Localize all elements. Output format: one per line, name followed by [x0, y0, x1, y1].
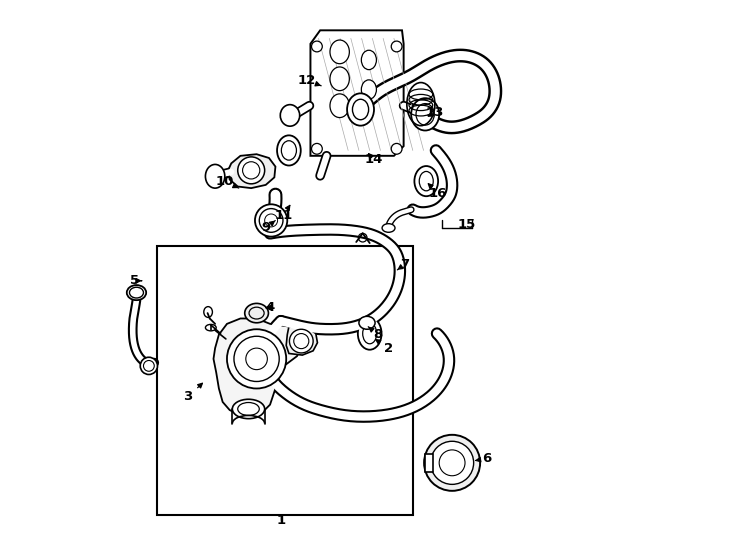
- Ellipse shape: [347, 93, 374, 126]
- Text: 5: 5: [130, 274, 142, 287]
- Ellipse shape: [359, 316, 375, 329]
- Ellipse shape: [391, 144, 402, 154]
- Text: 9: 9: [261, 220, 275, 234]
- Ellipse shape: [361, 80, 377, 99]
- Text: 13: 13: [426, 106, 444, 119]
- Polygon shape: [425, 454, 433, 472]
- Text: 15: 15: [457, 218, 476, 231]
- Polygon shape: [228, 154, 275, 188]
- Text: 12: 12: [297, 74, 321, 87]
- Bar: [157, 246, 413, 515]
- Ellipse shape: [280, 105, 299, 126]
- Ellipse shape: [431, 441, 473, 484]
- Ellipse shape: [330, 40, 349, 64]
- Ellipse shape: [424, 435, 480, 491]
- Ellipse shape: [127, 285, 146, 300]
- Ellipse shape: [255, 204, 287, 237]
- Ellipse shape: [244, 303, 269, 323]
- Polygon shape: [310, 30, 404, 156]
- Ellipse shape: [411, 98, 439, 131]
- Text: 11: 11: [275, 205, 293, 221]
- Ellipse shape: [311, 41, 322, 52]
- Ellipse shape: [277, 136, 301, 165]
- Text: 1: 1: [276, 514, 286, 527]
- Ellipse shape: [330, 94, 349, 118]
- Text: 7: 7: [397, 258, 410, 271]
- Polygon shape: [214, 319, 302, 415]
- Ellipse shape: [330, 67, 349, 91]
- Ellipse shape: [311, 144, 322, 154]
- Ellipse shape: [238, 157, 265, 184]
- Ellipse shape: [382, 224, 395, 232]
- Ellipse shape: [289, 329, 313, 353]
- Ellipse shape: [361, 50, 377, 70]
- Text: 6: 6: [476, 452, 491, 465]
- Text: 8: 8: [368, 327, 382, 341]
- Text: 16: 16: [428, 184, 447, 200]
- Text: 10: 10: [215, 174, 239, 188]
- Ellipse shape: [391, 41, 402, 52]
- Text: 3: 3: [184, 383, 203, 403]
- Ellipse shape: [227, 329, 286, 388]
- Ellipse shape: [206, 165, 225, 188]
- Text: 2: 2: [376, 340, 393, 355]
- Text: 14: 14: [364, 153, 382, 166]
- Ellipse shape: [233, 399, 265, 418]
- Ellipse shape: [140, 357, 158, 375]
- Text: 4: 4: [266, 301, 275, 314]
- Ellipse shape: [415, 166, 438, 196]
- Ellipse shape: [358, 318, 382, 350]
- Polygon shape: [286, 327, 317, 355]
- Ellipse shape: [234, 336, 279, 381]
